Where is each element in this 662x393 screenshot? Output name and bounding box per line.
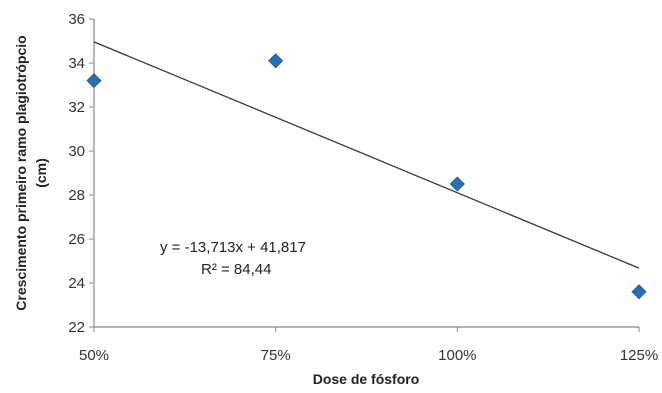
x-axis-title: Dose de fósforo bbox=[313, 371, 420, 387]
x-tick-label: 125% bbox=[620, 347, 658, 364]
y-tick-label: 26 bbox=[68, 231, 85, 248]
data-point bbox=[86, 73, 102, 89]
y-tick-label: 24 bbox=[68, 275, 85, 292]
trendline-r2: R² = 84,44 bbox=[201, 261, 271, 278]
x-tick-label: 100% bbox=[438, 347, 476, 364]
x-tick-label: 50% bbox=[79, 347, 109, 364]
x-tick-label: 75% bbox=[261, 347, 291, 364]
data-point bbox=[449, 176, 465, 192]
y-tick-label: 30 bbox=[68, 143, 85, 160]
data-point bbox=[268, 53, 284, 69]
data-points bbox=[86, 53, 647, 300]
trendline-group bbox=[93, 41, 640, 269]
x-tick-labels: 50% 75% 100% 125% bbox=[79, 347, 658, 364]
trendline-equation: y = -13,713x + 41,817 bbox=[160, 239, 306, 256]
y-tick-label: 36 bbox=[68, 11, 85, 28]
y-axis-title-line2: (cm) bbox=[33, 158, 49, 188]
axes bbox=[89, 18, 640, 332]
y-tick-label: 34 bbox=[68, 55, 85, 72]
y-tick-labels: 22 24 26 28 30 32 34 36 bbox=[68, 11, 85, 336]
y-tick-label: 32 bbox=[68, 99, 85, 116]
y-axis-title-line1: Crescimento primeiro ramo plagiotrópcio bbox=[13, 35, 29, 310]
y-tick-label: 22 bbox=[68, 319, 85, 336]
y-tick-label: 28 bbox=[68, 187, 85, 204]
data-point bbox=[631, 284, 647, 300]
trendline bbox=[93, 41, 640, 269]
